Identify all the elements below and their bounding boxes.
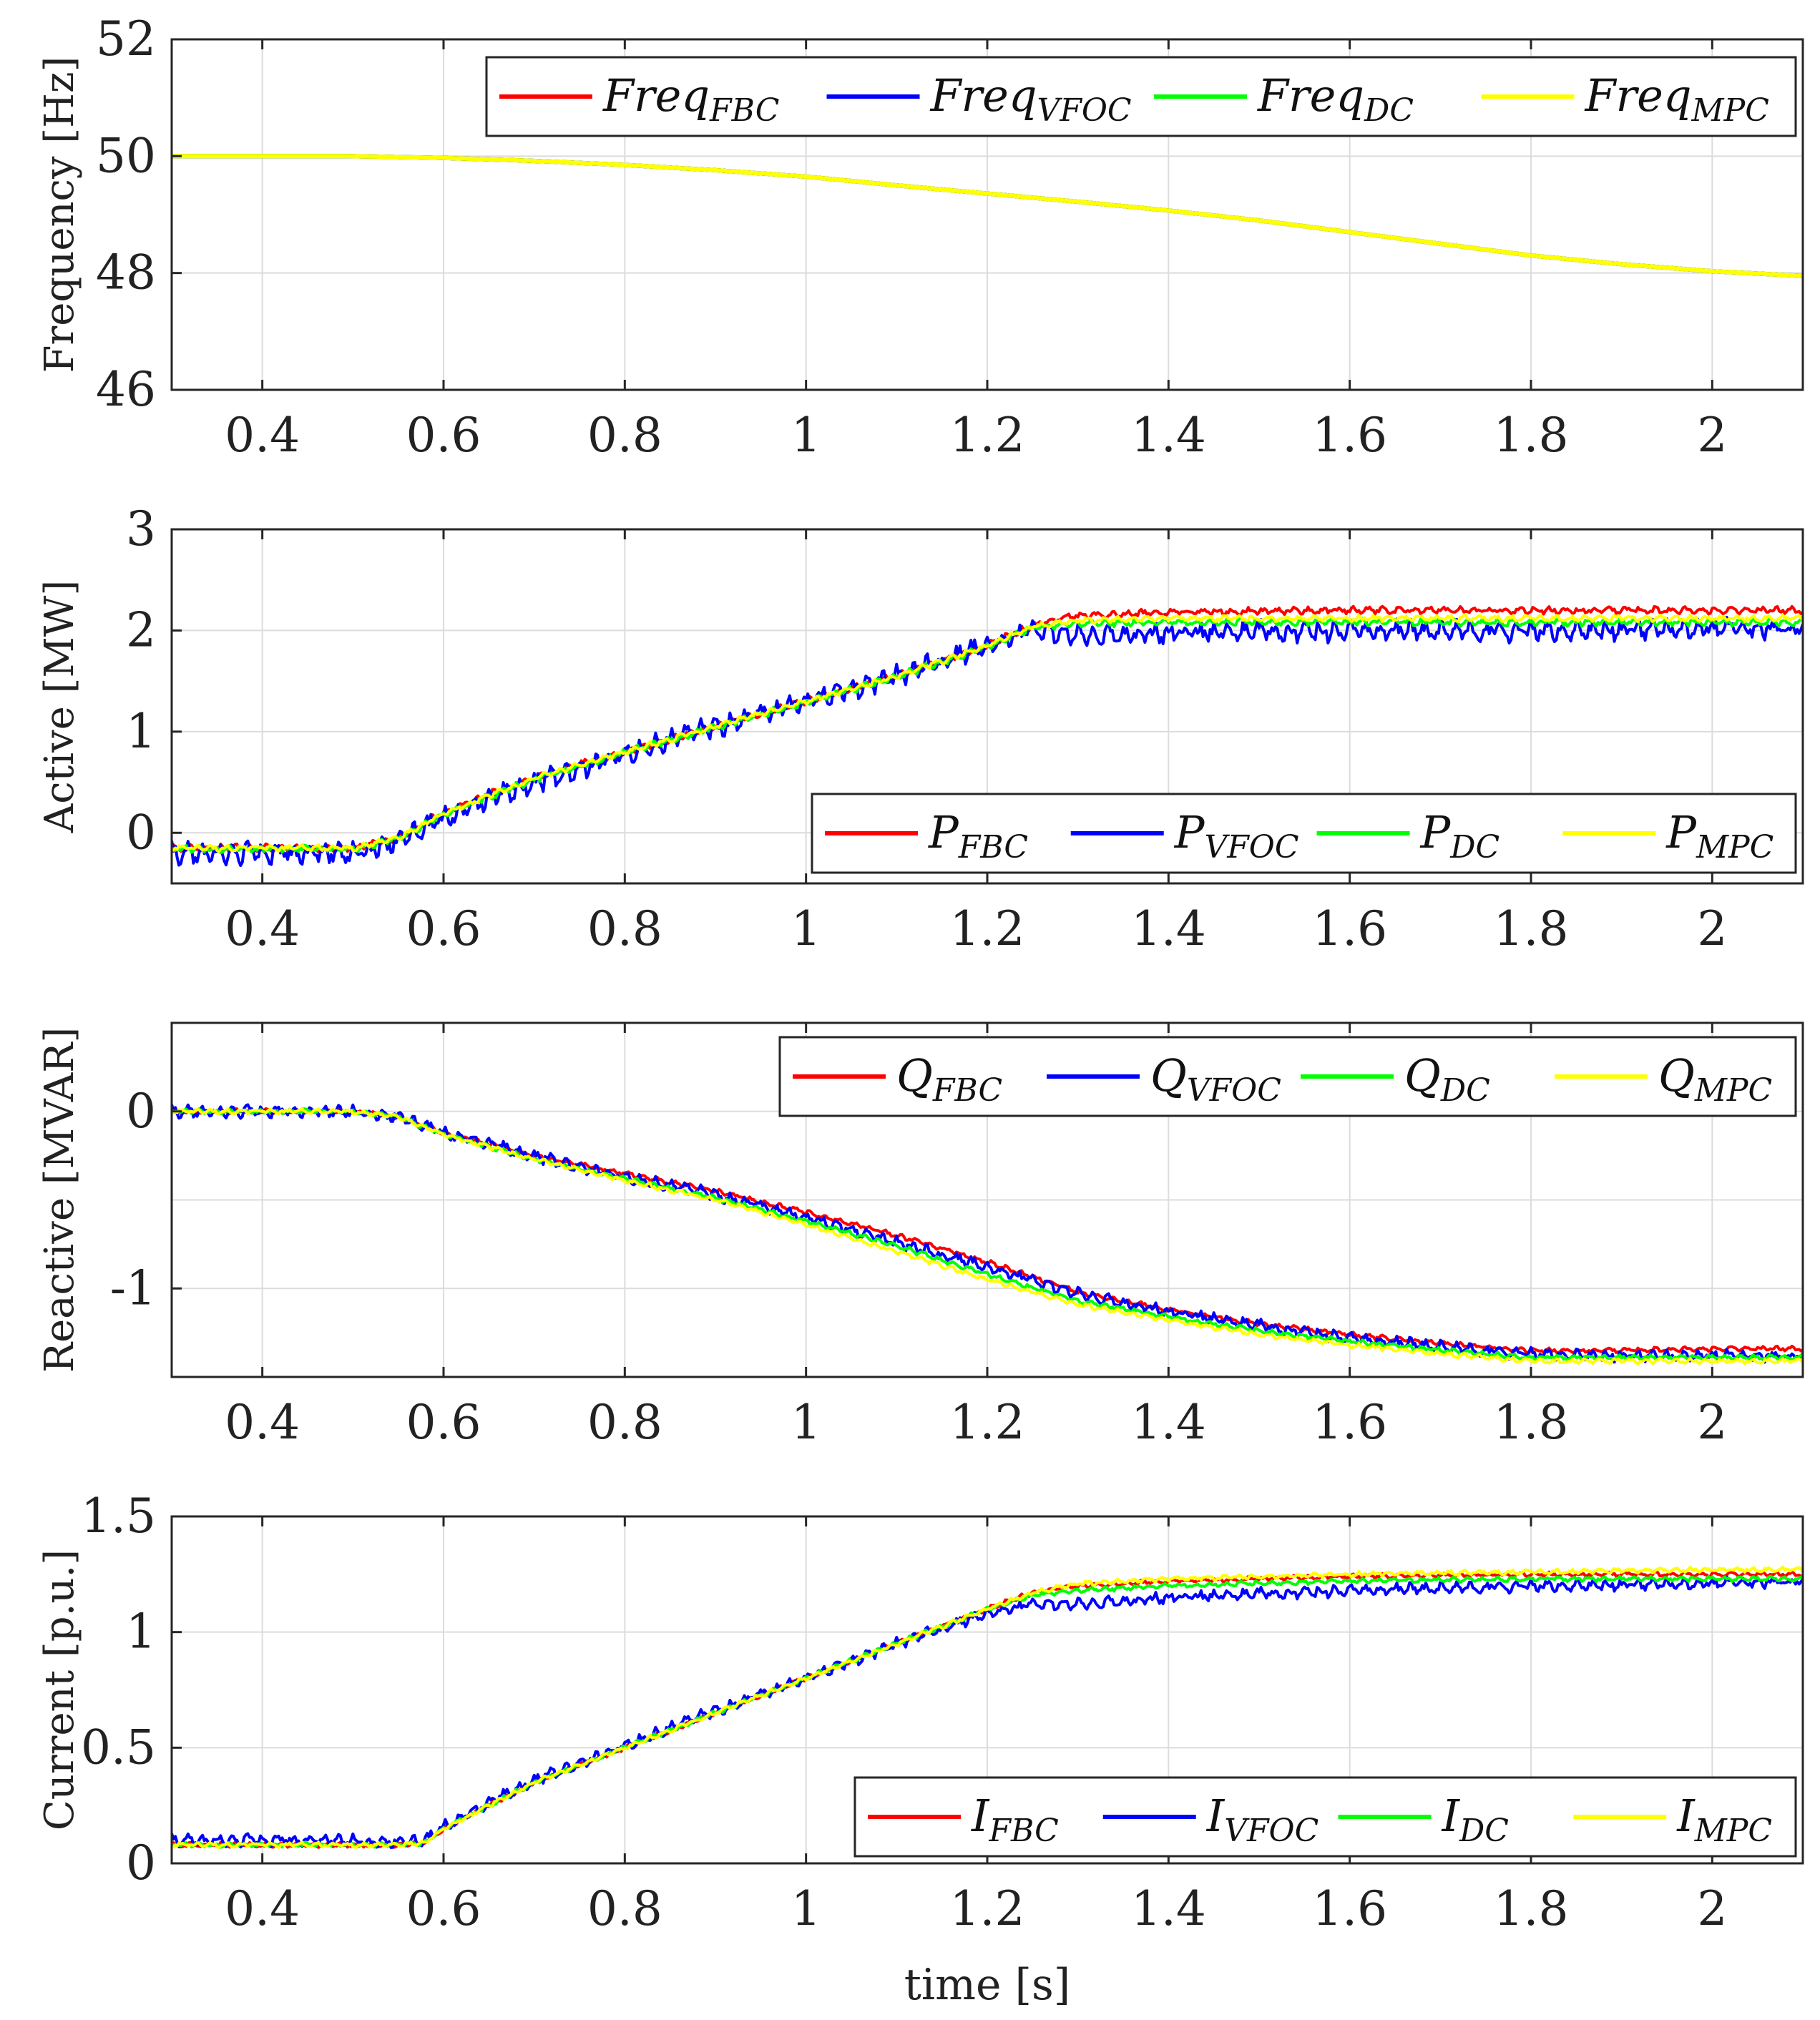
reactive-y-axis-label: Reactive [MVAR] [36, 1027, 83, 1373]
y-tick-label: 0 [126, 1084, 156, 1139]
x-tick-label: 0.4 [225, 1395, 300, 1450]
x-tick-label: 1 [791, 1395, 821, 1450]
legend-label-fbc: QFBC [896, 1049, 1002, 1109]
x-tick-label: 0.8 [587, 1881, 662, 1936]
x-tick-label: 1.8 [1494, 1881, 1569, 1936]
legend-label-vfoc: FreqVFOC [930, 69, 1132, 129]
y-tick-label: 1.5 [81, 1489, 156, 1544]
chart-reactive: 0.4 0.6 0.8 1 1.2 1.4 1.6 1.8 2 -1 0 Reactive [MVAR… [36, 1021, 1804, 1450]
x-tick-label: 2 [1697, 408, 1727, 463]
series-line-i-mpc [172, 1565, 1803, 1849]
x-tick-label: 1 [791, 901, 821, 956]
legend-label-vfoc: PVFOC [1174, 806, 1299, 866]
y-tick-label: 1 [126, 704, 156, 759]
x-tick-label: 2 [1697, 901, 1727, 956]
y-tick-label: 0.5 [81, 1720, 156, 1775]
x-tick-label: 0.4 [225, 901, 300, 956]
legend-label-vfoc: IVFOC [1206, 1790, 1319, 1849]
legend-label-mpc: IMPC [1676, 1790, 1772, 1849]
x-tick-label: 1.2 [950, 901, 1025, 956]
legend-label-dc: FreqDC [1257, 69, 1414, 129]
x-tick-label: 2 [1697, 1395, 1727, 1450]
x-tick-label: 1.8 [1494, 1395, 1569, 1450]
x-tick-label: 0.6 [406, 408, 481, 463]
y-tick-label: 0 [126, 1835, 156, 1891]
reactive-series [172, 1103, 1803, 1366]
x-tick-label: 1.8 [1494, 408, 1569, 463]
series-line-q-mpc [172, 1107, 1803, 1366]
x-tick-label: 0.8 [587, 408, 662, 463]
chart-frequency: 0.4 0.6 0.8 1 1.2 1.4 1.6 1.8 2 46 48 50 52 Frequency… [36, 11, 1804, 463]
y-tick-label: 46 [96, 362, 156, 417]
x-tick-label: 1.6 [1312, 408, 1387, 463]
legend-label-mpc: QMPC [1658, 1049, 1772, 1109]
y-tick-label: 50 [96, 128, 156, 183]
frequency-legend: FreqFBC FreqVFOC FreqDC FreqMPC [485, 56, 1797, 137]
y-tick-label: 0 [126, 805, 156, 860]
x-tick-label: 1 [791, 1881, 821, 1936]
chart-active: 0.4 0.6 0.8 1 1.2 1.4 1.6 1.8 2 0 1 2 3 Active [MW] PF… [36, 501, 1804, 956]
x-tick-label: 1.4 [1131, 901, 1206, 956]
current-legend: IFBC IVFOC IDC IMPC [853, 1776, 1797, 1858]
series-line-freq-mpc [172, 154, 1803, 278]
x-tick-label: 0.8 [587, 901, 662, 956]
y-tick-label: -1 [110, 1260, 156, 1315]
x-tick-label: 0.6 [406, 1395, 481, 1450]
x-tick-label: 0.4 [225, 1881, 300, 1936]
legend-label-fbc: IFBC [971, 1790, 1059, 1849]
legend-label-fbc: PFBC [928, 806, 1028, 866]
active-y-axis-label: Active [MW] [36, 580, 83, 833]
x-tick-label: 1.6 [1312, 1395, 1387, 1450]
frequency-series [172, 154, 1803, 278]
x-tick-label: 1.6 [1312, 1881, 1387, 1936]
legend-label-dc: IDC [1442, 1790, 1509, 1849]
reactive-legend: QFBC QVFOC QDC QMPC [778, 1036, 1797, 1117]
x-tick-label: 0.6 [406, 901, 481, 956]
legend-label-dc: QDC [1404, 1049, 1490, 1109]
legend-label-dc: PDC [1420, 806, 1500, 866]
x-tick-label: 1.6 [1312, 901, 1387, 956]
legend-label-mpc: FreqMPC [1585, 69, 1769, 129]
x-tick-label: 1.2 [950, 1395, 1025, 1450]
x-tick-label: 2 [1697, 1881, 1727, 1936]
active-legend: PFBC PVFOC PDC PMPC [811, 793, 1797, 874]
series-line-q-vfoc [172, 1103, 1803, 1364]
chart-current: 0.4 0.6 0.8 1 1.2 1.4 1.6 1.8 2 0 0.5 1 1.5 Current [… [36, 1489, 1804, 2010]
legend-label-vfoc: QVFOC [1150, 1049, 1281, 1109]
x-tick-label: 1.4 [1131, 1395, 1206, 1450]
x-tick-label: 1.4 [1131, 408, 1206, 463]
x-tick-label: 1.2 [950, 1881, 1025, 1936]
x-axis-label: time [s] [904, 1960, 1070, 2010]
active-series [172, 604, 1803, 868]
x-tick-label: 1 [791, 408, 821, 463]
y-tick-label: 52 [96, 11, 156, 67]
legend-label-fbc: FreqFBC [602, 69, 779, 129]
current-series [172, 1565, 1803, 1849]
x-tick-label: 1.2 [950, 408, 1025, 463]
x-tick-label: 0.8 [587, 1395, 662, 1450]
x-tick-label: 1.8 [1494, 901, 1569, 956]
current-y-axis-label: Current [p.u.] [36, 1549, 83, 1830]
x-tick-label: 0.6 [406, 1881, 481, 1936]
legend-label-mpc: PMPC [1665, 806, 1773, 866]
series-line-p-mpc [172, 613, 1803, 853]
frequency-y-axis-label: Frequency [Hz] [36, 57, 83, 373]
legend-box [778, 1036, 1797, 1117]
y-tick-label: 3 [126, 501, 156, 557]
y-tick-label: 2 [126, 602, 156, 657]
legend-box [485, 56, 1797, 137]
y-tick-label: 1 [126, 1604, 156, 1659]
x-tick-label: 0.4 [225, 408, 300, 463]
x-tick-label: 1.4 [1131, 1881, 1206, 1936]
y-tick-label: 48 [96, 245, 156, 300]
